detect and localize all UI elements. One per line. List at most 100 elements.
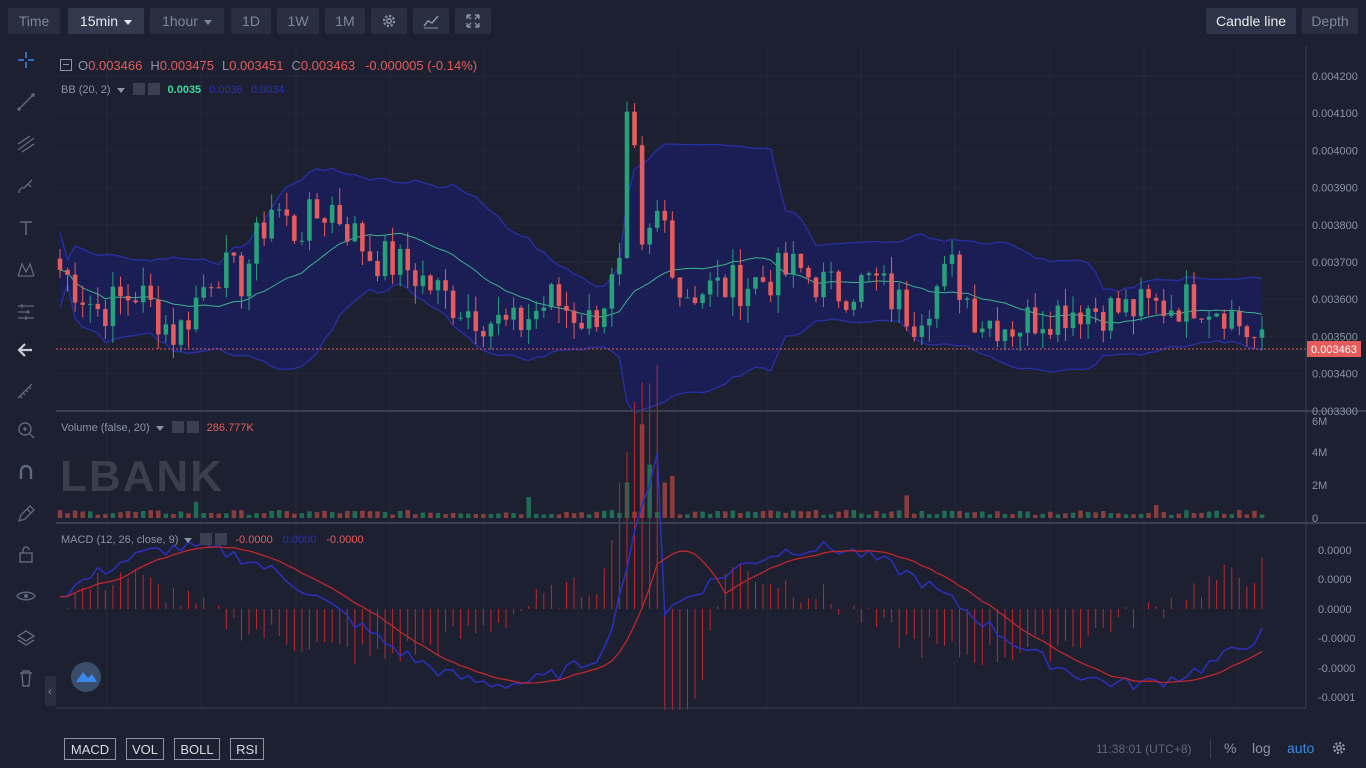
brush-tool[interactable] [14,174,38,198]
candle-body [934,286,940,319]
zoom-tool[interactable] [14,418,38,442]
candle-body [103,309,108,327]
volume-bar [1002,513,1008,518]
interval-1hour-dropdown[interactable]: 1hour [150,8,224,34]
period-1m-button[interactable]: 1M [325,8,365,34]
period-1w-button[interactable]: 1W [277,8,319,34]
collapse-legend-icon[interactable] [60,59,72,71]
text-tool[interactable] [14,216,38,240]
indicator-vol-button[interactable]: VOL [126,738,164,760]
chevron-down-icon[interactable] [116,87,125,93]
bb-lower-value: 0.0034 [250,84,285,96]
candle-body [435,280,441,291]
volume-bar [707,513,713,518]
volume-label[interactable]: Volume (false, 20) [61,422,150,434]
indicators-button[interactable] [413,8,449,34]
time-button[interactable]: Time [8,8,60,34]
candle-body [511,307,516,320]
volume-bar [700,511,705,518]
volume-bar [420,512,426,518]
percent-toggle[interactable]: % [1224,740,1237,756]
volume-bar [314,512,320,518]
chevron-down-icon[interactable] [184,537,193,543]
candle-body [80,302,85,305]
volume-bar [465,513,471,518]
price-axis-label: 0.003500 [1312,331,1358,343]
period-1d-button[interactable]: 1D [231,8,271,34]
candle-body [768,281,773,296]
candle-body [685,297,690,299]
bb-settings-icon[interactable] [132,83,145,95]
volume-close-icon[interactable] [186,421,199,433]
visibility-tool[interactable] [14,584,38,608]
ruler-tool[interactable] [14,380,38,404]
trend-line-tool[interactable] [14,90,38,114]
candle-line-button[interactable]: Candle line [1206,8,1296,34]
candle-body [549,284,554,308]
candle-body [465,311,471,318]
price-axis-label: 0.003300 [1312,406,1358,418]
bb-label[interactable]: BB (20, 2) [61,84,111,96]
candle-body [269,209,274,239]
candle-body [1010,329,1015,337]
candle-body [125,295,131,301]
auto-toggle[interactable]: auto [1287,740,1315,756]
candle-body [254,222,259,264]
volume-bar [1153,505,1159,518]
candle-body [1184,284,1189,322]
volume-bar [284,511,290,518]
bb-upper-value: 0.0036 [209,84,243,96]
high-label: H [150,58,160,73]
volume-bar [110,513,116,518]
chevron-down-icon[interactable] [155,425,164,431]
magnet-icon [19,464,33,479]
back-tool[interactable] [14,338,38,362]
volume-settings-icon[interactable] [171,421,184,433]
candle-body [533,310,539,320]
bb-close-icon[interactable] [147,83,160,95]
lock-tool[interactable] [14,542,38,566]
volume-bar [533,513,539,518]
fullscreen-button[interactable] [455,8,491,34]
indicator-rsi-button[interactable]: RSI [230,738,264,760]
pattern-tool[interactable] [14,258,38,282]
low-label: L [221,58,230,73]
lock-icon [19,546,33,563]
volume-axis-label: 0 [1312,513,1318,525]
layers-tool[interactable] [14,626,38,650]
volume-bar [760,511,766,518]
depth-button[interactable]: Depth [1302,8,1358,34]
edit-tool[interactable] [14,502,38,526]
macd-axis-label: 0.0000 [1318,545,1352,557]
log-toggle[interactable]: log [1252,740,1271,756]
macd-settings-icon[interactable] [200,533,213,545]
volume-bar [133,511,138,518]
bb-mid-value: 0.0035 [167,84,202,96]
macd-label[interactable]: MACD (12, 26, close, 9) [61,534,179,546]
price-axis-label: 0.003400 [1312,369,1358,381]
candle-body [654,210,660,228]
interval-15min-dropdown[interactable]: 15min [68,8,144,34]
candle-body [186,320,191,330]
volume-bar [670,475,675,518]
macd-close-icon[interactable] [215,533,228,545]
delete-tool[interactable] [14,666,38,690]
fib-tool[interactable] [14,132,38,156]
volume-bar [65,513,70,518]
indicator-boll-button[interactable]: BOLL [174,738,220,760]
magnet-tool[interactable] [14,460,38,484]
settings-button[interactable] [371,8,407,34]
prediction-tool[interactable] [14,300,38,324]
indicator-macd-button[interactable]: MACD [64,738,116,760]
chart-canvas[interactable]: 0.004200 0.004100 0.004000 0.003900 0.003800… [0,42,1366,710]
gear-icon [1332,741,1346,755]
chart-settings-button[interactable] [1331,740,1347,759]
candle-body [178,320,184,345]
chart-area[interactable]: 0.004200 0.004100 0.004000 0.003900 0.003800… [0,42,1366,710]
collapse-toolbar-handle[interactable] [45,676,56,706]
candle-body [1048,328,1053,335]
candle-body [949,254,955,264]
candle-body [1237,311,1242,327]
crosshair-tool[interactable] [14,48,38,72]
bollinger-mid-line [59,232,1263,324]
